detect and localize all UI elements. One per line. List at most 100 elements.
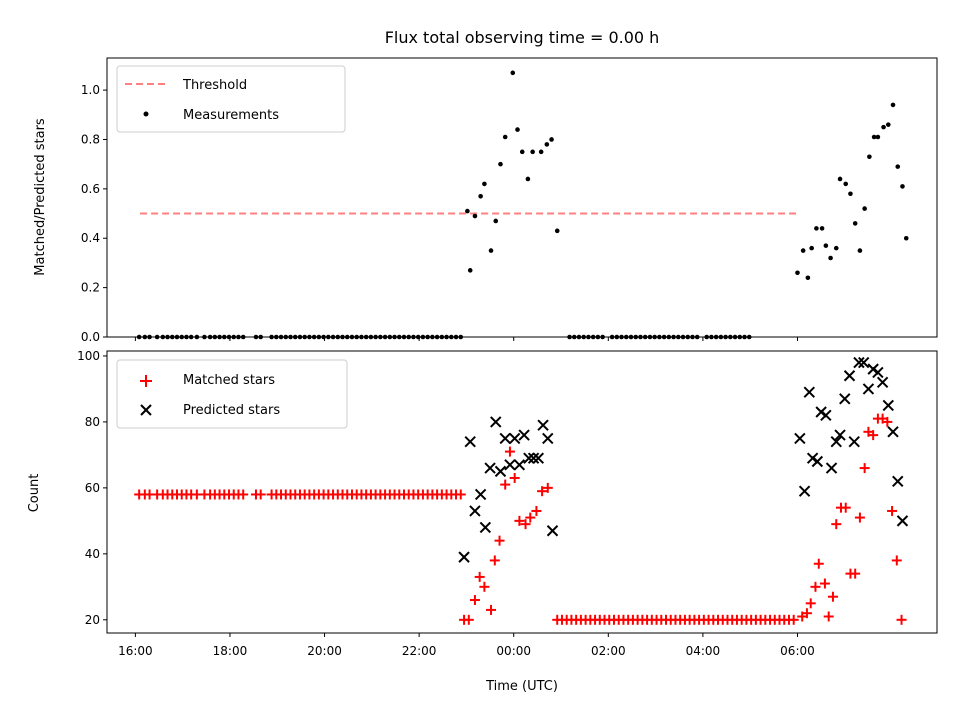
- measurement-point: [857, 248, 863, 253]
- top-y-ticks: 0.0 0.2 0.4 0.6 0.8 1.0: [81, 83, 107, 344]
- predicted-star-point: [857, 356, 870, 369]
- measurement-point: [819, 226, 825, 231]
- bottom-legend-box: [116, 359, 348, 429]
- top-plot-frame: [106, 57, 938, 338]
- measurement-point: [814, 226, 819, 231]
- matched-star-point: [891, 555, 902, 566]
- matched-star-point: [469, 595, 480, 606]
- predicted-star-point: [499, 432, 511, 445]
- measurement-point: [900, 184, 905, 189]
- top-y-tick-label: 1.0: [81, 83, 100, 97]
- measurement-point: [498, 161, 503, 167]
- top-legend-box: [116, 65, 346, 133]
- matched-star-point: [494, 535, 505, 546]
- matched-star-point: [887, 505, 898, 516]
- bottom-y-tick-label: 60: [85, 481, 100, 495]
- measurement-point: [482, 181, 487, 187]
- predicted-star-point: [834, 429, 846, 441]
- predicted-star-point: [527, 452, 540, 464]
- matched-star-point: [805, 598, 816, 609]
- bottom-y-tick-label: 20: [85, 613, 100, 627]
- top-y-tick-label: 0.6: [81, 182, 100, 196]
- x-tick-label: 04:00: [686, 644, 721, 658]
- predicted-star-point: [508, 432, 521, 445]
- measurement-point: [848, 191, 853, 197]
- measurement-point: [544, 142, 550, 147]
- predicted-star-point: [887, 426, 899, 438]
- measurements-legend-swatch: [143, 111, 149, 117]
- bottom-y-tick-label: 100: [77, 349, 100, 363]
- measurement-point: [467, 268, 473, 273]
- measurement-point: [795, 270, 800, 276]
- matched-star-point: [520, 519, 531, 530]
- matched-star-point: [801, 608, 812, 619]
- measurement-point: [488, 248, 494, 253]
- matched-star-point: [255, 489, 266, 500]
- predicted-star-point: [825, 462, 838, 474]
- x-tick-label: 06:00: [780, 644, 815, 658]
- measurement-point: [493, 218, 499, 224]
- top-y-tick-label: 0.4: [81, 231, 100, 245]
- measurement-point: [549, 137, 554, 142]
- measurement-point: [472, 213, 478, 219]
- bottom-plot-frame: [106, 350, 938, 634]
- predicted-star-point: [458, 551, 470, 563]
- measurement-point: [800, 248, 806, 253]
- matched-legend-swatch: [140, 375, 152, 387]
- measurement-point: [862, 206, 867, 211]
- matched-legend-label: Matched stars: [183, 373, 275, 388]
- bottom-y-ticks: 20 40 60 80 100: [77, 349, 107, 627]
- measurement-point: [515, 127, 520, 132]
- matched-star-point: [455, 489, 466, 500]
- bottom-legend: Matched stars Predicted stars: [116, 359, 348, 429]
- measurement-point: [525, 176, 531, 182]
- predicted-star-point: [862, 383, 875, 395]
- measurement-point: [843, 181, 849, 187]
- x-tick-label: 20:00: [307, 644, 342, 658]
- measurement-point: [837, 176, 843, 182]
- predicted-star-point: [518, 429, 530, 441]
- matched-star-point: [854, 512, 865, 523]
- predicted-legend-label: Predicted stars: [183, 403, 280, 418]
- matched-star-point: [850, 568, 861, 579]
- predicted-star-point: [494, 465, 507, 478]
- matched-star-point: [813, 558, 824, 569]
- matched-star-point: [882, 416, 893, 427]
- predicted-star-point: [811, 455, 824, 468]
- measurement-point: [895, 164, 901, 169]
- matched-star-point: [479, 581, 490, 592]
- predicted-star-point: [513, 459, 526, 471]
- predicted-star-point: [803, 386, 816, 398]
- predicted-star-point: [896, 515, 909, 527]
- top-y-tick-label: 0.0: [81, 330, 100, 344]
- matched-star-point: [896, 614, 907, 625]
- matched-star-point: [238, 489, 249, 500]
- predicted-star-point: [490, 416, 502, 428]
- matched-star-point: [823, 611, 834, 622]
- measurement-point: [833, 245, 839, 251]
- matched-star-point: [819, 578, 830, 589]
- matched-star-point: [463, 614, 474, 625]
- matched-stars-points: [134, 413, 907, 625]
- top-y-tick-label: 0.2: [81, 281, 100, 295]
- predicted-star-point: [479, 521, 492, 534]
- measurement-point: [530, 149, 535, 155]
- predicted-star-point: [794, 432, 806, 445]
- measurement-point: [903, 235, 909, 241]
- predicted-star-point: [876, 376, 889, 389]
- bottom-panel: Count Time (UTC) 20 40 60 80 100 16:00 18:00 2…: [27, 349, 938, 694]
- measurement-point: [478, 193, 483, 199]
- matched-star-point: [474, 571, 485, 582]
- predicted-star-point: [542, 432, 554, 445]
- predicted-star-point: [892, 475, 904, 487]
- matched-star-point: [788, 614, 799, 625]
- measurement-point: [554, 228, 560, 234]
- x-tick-label: 22:00: [402, 644, 437, 658]
- measurements-legend-label: Measurements: [183, 108, 279, 123]
- x-tick-label: 00:00: [496, 644, 531, 658]
- matched-star-point: [840, 502, 851, 513]
- measurement-point: [885, 122, 891, 127]
- matched-star-point: [859, 463, 870, 474]
- measurement-point: [805, 275, 811, 281]
